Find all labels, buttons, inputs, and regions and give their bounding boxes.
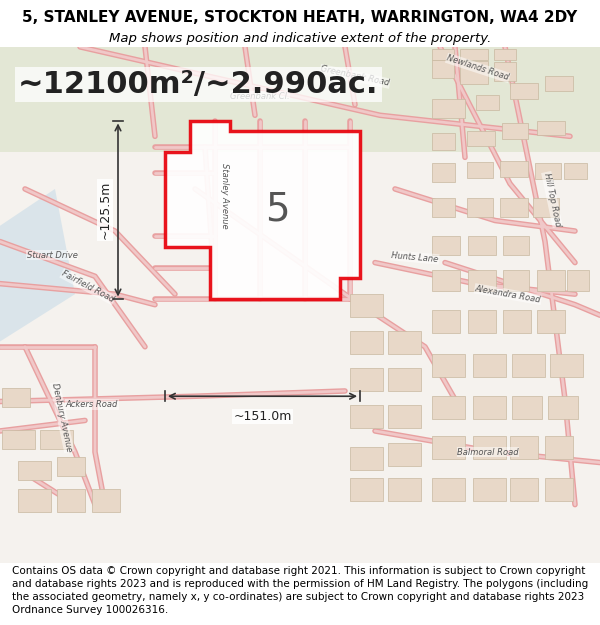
Polygon shape (564, 162, 587, 179)
Polygon shape (18, 461, 51, 481)
Polygon shape (432, 133, 455, 150)
Polygon shape (460, 49, 488, 59)
Polygon shape (473, 396, 506, 419)
Polygon shape (467, 198, 493, 217)
Polygon shape (510, 436, 538, 459)
Polygon shape (18, 489, 51, 512)
Text: Map shows position and indicative extent of the property.: Map shows position and indicative extent… (109, 32, 491, 45)
Polygon shape (550, 354, 583, 377)
Polygon shape (535, 162, 561, 179)
Text: Hill Top Road: Hill Top Road (542, 172, 562, 227)
Polygon shape (432, 270, 460, 291)
Polygon shape (432, 436, 465, 459)
Polygon shape (545, 76, 573, 91)
Polygon shape (468, 310, 496, 333)
Text: Newlands Road: Newlands Road (446, 54, 510, 82)
Polygon shape (432, 478, 465, 501)
Polygon shape (350, 331, 383, 354)
Polygon shape (432, 198, 455, 217)
Text: Contains OS data © Crown copyright and database right 2021. This information is : Contains OS data © Crown copyright and d… (12, 566, 588, 615)
Polygon shape (467, 162, 493, 178)
Polygon shape (510, 478, 538, 501)
Text: Stanley Avenue: Stanley Avenue (221, 164, 229, 229)
Text: Denbury Avenue: Denbury Avenue (50, 382, 74, 452)
Polygon shape (512, 354, 545, 377)
Polygon shape (502, 122, 528, 139)
Polygon shape (350, 478, 383, 501)
Polygon shape (500, 161, 528, 177)
Polygon shape (388, 478, 421, 501)
Polygon shape (350, 404, 383, 428)
Polygon shape (432, 49, 454, 59)
Polygon shape (567, 270, 589, 291)
Polygon shape (432, 310, 460, 333)
Text: Stuart Drive: Stuart Drive (26, 251, 77, 260)
Text: 5: 5 (265, 191, 290, 229)
Polygon shape (468, 270, 496, 291)
Polygon shape (388, 442, 421, 466)
Text: Greenbank Road: Greenbank Road (320, 64, 390, 88)
Polygon shape (0, 189, 75, 341)
Text: 5, STANLEY AVENUE, STOCKTON HEATH, WARRINGTON, WA4 2DY: 5, STANLEY AVENUE, STOCKTON HEATH, WARRI… (22, 10, 578, 25)
Polygon shape (460, 61, 488, 84)
Polygon shape (92, 489, 120, 512)
Polygon shape (432, 354, 465, 377)
Polygon shape (2, 430, 35, 449)
Polygon shape (467, 131, 495, 146)
Text: ~12100m²/~2.990ac.: ~12100m²/~2.990ac. (18, 70, 379, 99)
Polygon shape (500, 198, 528, 217)
Polygon shape (432, 99, 465, 118)
Polygon shape (350, 294, 383, 318)
Polygon shape (503, 310, 531, 333)
Polygon shape (494, 62, 516, 81)
Polygon shape (432, 396, 465, 419)
Polygon shape (545, 478, 573, 501)
Polygon shape (432, 236, 460, 255)
Polygon shape (548, 396, 578, 419)
Polygon shape (512, 396, 542, 419)
Text: ~125.5m: ~125.5m (98, 181, 112, 239)
Polygon shape (432, 162, 455, 182)
Polygon shape (388, 331, 421, 354)
Polygon shape (473, 436, 506, 459)
Text: Ackers Road: Ackers Road (66, 400, 118, 409)
Polygon shape (57, 489, 85, 512)
Polygon shape (537, 121, 565, 135)
Polygon shape (533, 198, 559, 217)
Polygon shape (388, 368, 421, 391)
Polygon shape (473, 354, 506, 377)
Polygon shape (165, 121, 360, 299)
Polygon shape (510, 82, 538, 99)
Polygon shape (0, 47, 600, 152)
Polygon shape (494, 49, 516, 59)
Polygon shape (350, 368, 383, 391)
Polygon shape (432, 59, 454, 79)
Text: Alexandra Road: Alexandra Road (475, 284, 542, 304)
Polygon shape (468, 236, 496, 255)
Text: Greenbank Cl.: Greenbank Cl. (230, 92, 290, 101)
Text: Hunts Lane: Hunts Lane (391, 251, 439, 264)
Polygon shape (40, 430, 73, 449)
Text: Balmoral Road: Balmoral Road (457, 448, 519, 456)
Polygon shape (503, 236, 529, 255)
Polygon shape (473, 478, 506, 501)
Text: ~151.0m: ~151.0m (233, 410, 292, 423)
Polygon shape (537, 310, 565, 333)
Polygon shape (476, 95, 499, 110)
Polygon shape (545, 436, 573, 459)
Polygon shape (350, 447, 383, 470)
Polygon shape (503, 270, 529, 291)
Polygon shape (57, 458, 85, 476)
Text: Fairfield Road: Fairfield Road (60, 269, 116, 304)
Polygon shape (537, 270, 565, 291)
Polygon shape (2, 388, 30, 407)
Polygon shape (388, 404, 421, 428)
